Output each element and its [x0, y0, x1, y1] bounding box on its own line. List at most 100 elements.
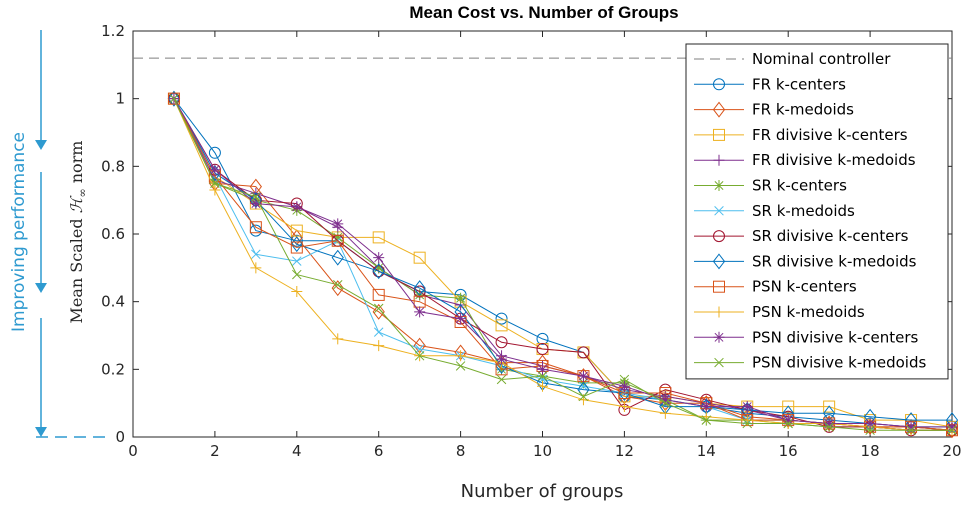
legend-label: FR k-medoids: [752, 101, 854, 119]
legend: Nominal controller FR k-centers FR k-medoi…: [685, 43, 949, 380]
data-point: [823, 400, 836, 413]
data-point: [455, 361, 466, 371]
data-point: [701, 415, 712, 425]
data-point: [945, 422, 959, 439]
data-point: [373, 327, 384, 337]
data-point: [372, 288, 385, 301]
data-point: [783, 418, 793, 429]
data-point: [577, 346, 590, 359]
legend-marker: [714, 206, 724, 216]
data-point: [250, 198, 262, 210]
legend-label: Nominal controller: [752, 50, 891, 68]
data-point: [824, 422, 834, 432]
legend-label: SR k-centers: [752, 177, 847, 195]
data-point: [782, 414, 794, 426]
arrow-head: [35, 140, 47, 150]
data-point: [618, 401, 630, 413]
legend-marker: [714, 357, 724, 368]
data-point: [291, 201, 303, 213]
data-point: [496, 374, 507, 385]
data-point: [741, 401, 753, 413]
series-line: [173, 98, 952, 428]
data-point: [863, 418, 877, 435]
data-point: [659, 407, 671, 419]
data-point: [536, 332, 549, 345]
y-tick-label: 0.6: [101, 225, 125, 243]
legend-label: SR divisive k-medoids: [752, 252, 917, 270]
legend-entry: FR divisive k-medoids: [694, 151, 916, 169]
legend-marker: [713, 306, 725, 318]
x-tick-label: 4: [292, 442, 302, 460]
legend-marker: [713, 331, 725, 343]
data-point: [372, 303, 385, 320]
data-point: [167, 90, 181, 107]
legend-label: PSN divisive k-medoids: [752, 354, 926, 372]
data-point: [455, 313, 467, 325]
y-tick-label: 1: [115, 90, 125, 108]
legend-entry: Nominal controller: [694, 50, 891, 68]
data-point: [495, 336, 508, 349]
y-tick-label: 0: [115, 428, 125, 446]
data-point: [291, 286, 303, 298]
data-point: [290, 241, 303, 254]
y-tick-label: 0.2: [101, 360, 125, 378]
legend-marker: [713, 280, 725, 293]
x-axis-label: Number of groups: [461, 481, 624, 502]
series-psn-divisive-k-centers: [168, 93, 958, 433]
legend-label: FR divisive k-centers: [752, 126, 908, 144]
legend-entry: FR divisive k-centers: [694, 126, 908, 144]
side-annotation-label: Improving performance: [9, 132, 29, 332]
data-point: [906, 425, 916, 435]
legend-marker: [712, 253, 726, 270]
data-point: [782, 400, 795, 413]
legend-marker: [712, 101, 726, 118]
legend-label: PSN divisive k-centers: [752, 328, 919, 346]
data-point: [455, 292, 467, 304]
data-point: [331, 280, 344, 297]
data-point: [659, 394, 671, 406]
series-line: [173, 98, 952, 431]
x-tick-label: 12: [615, 442, 634, 460]
data-point: [331, 234, 344, 247]
x-tick-label: 6: [374, 442, 384, 460]
data-point: [332, 218, 344, 230]
data-point: [537, 371, 548, 381]
data-point: [619, 374, 630, 385]
data-point: [290, 234, 303, 247]
data-point: [209, 184, 221, 196]
data-point: [251, 249, 261, 260]
data-point: [700, 401, 712, 413]
data-point: [292, 269, 302, 280]
data-point: [578, 391, 589, 402]
data-point: [373, 252, 385, 264]
data-point: [373, 262, 385, 274]
legend-entry: PSN divisive k-medoids: [694, 354, 926, 372]
data-point: [495, 319, 508, 332]
data-point: [373, 303, 384, 314]
legend-marker: [713, 128, 725, 141]
data-point: [210, 178, 220, 189]
y-tick-label: 0.8: [101, 157, 125, 175]
legend-marker: [713, 154, 725, 166]
data-point: [618, 385, 631, 401]
data-point: [618, 380, 630, 392]
data-point: [946, 421, 958, 433]
x-tick-label: 0: [128, 442, 138, 460]
legend-entry: SR k-centers: [694, 177, 847, 195]
y-tick-label: 0.4: [101, 293, 125, 311]
legend-entry: PSN divisive k-centers: [694, 328, 919, 346]
data-point: [332, 333, 344, 345]
data-point: [413, 280, 426, 297]
data-point: [251, 192, 261, 202]
legend-entry: SR divisive k-centers: [694, 227, 909, 245]
legend-label: PSN k-centers: [752, 278, 857, 296]
legend-box: [685, 43, 949, 380]
improving-performance-annotation: Improving performance: [9, 30, 112, 438]
legend-entry: SR k-medoids: [694, 202, 855, 220]
legend-entry: SR divisive k-medoids: [694, 252, 917, 270]
legend-entry: PSN k-medoids: [694, 303, 865, 321]
x-tick-label: 20: [942, 442, 961, 460]
legend-label: FR k-centers: [752, 75, 846, 93]
data-point: [742, 418, 753, 429]
